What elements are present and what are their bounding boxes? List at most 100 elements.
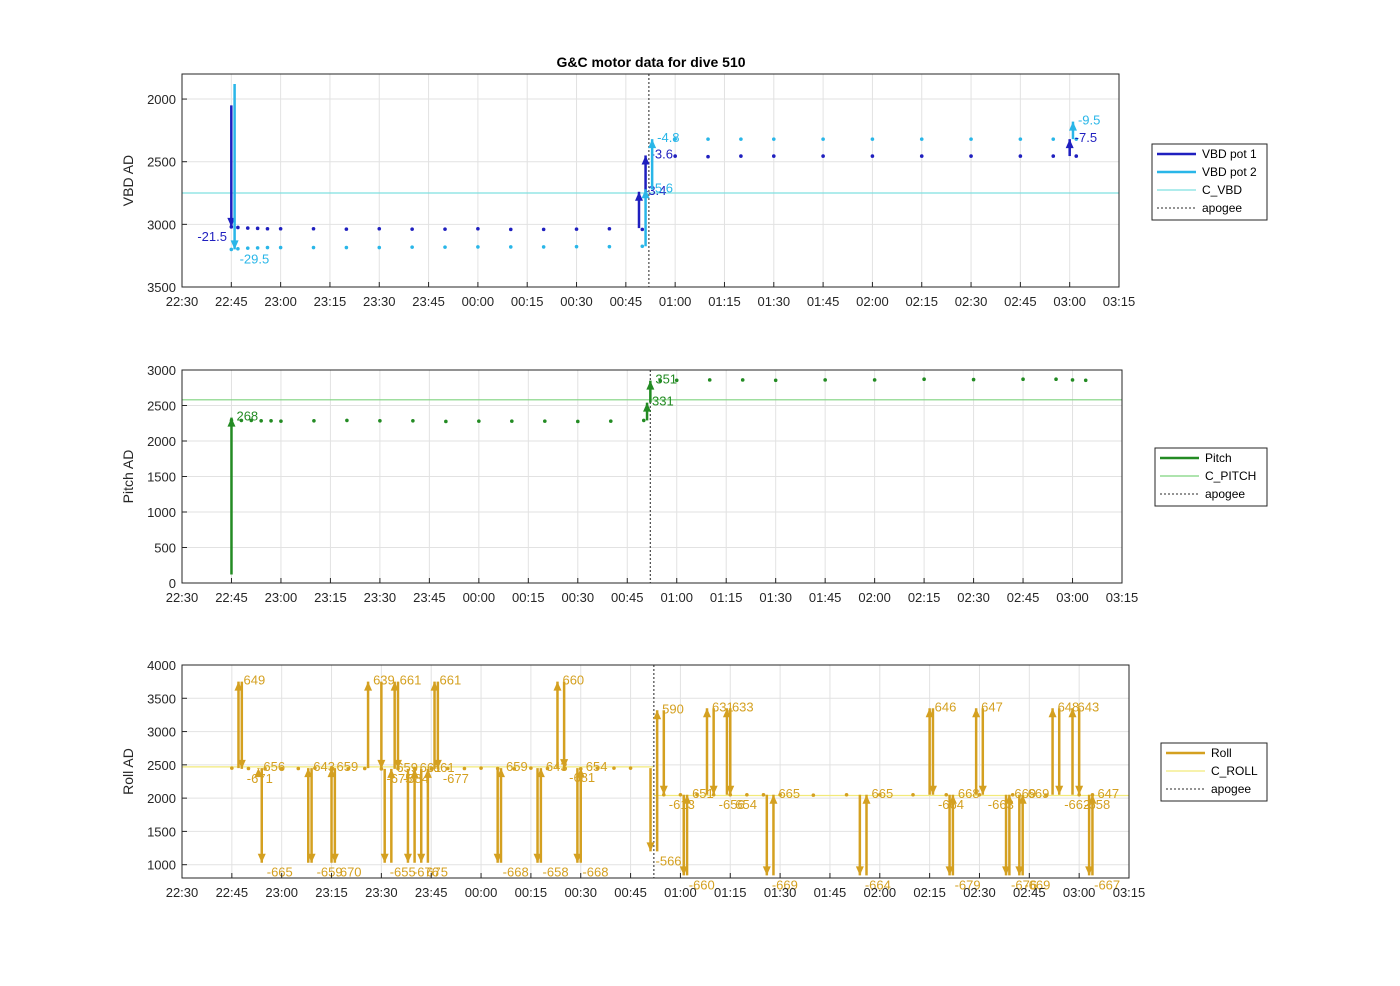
event-label: -655: [390, 865, 416, 880]
data-point: [607, 244, 612, 249]
data-point: [239, 418, 244, 423]
data-point: [245, 246, 250, 250]
data-point: [870, 137, 875, 141]
y-tick-label: 2500: [147, 399, 176, 414]
event-label: 660: [562, 673, 584, 688]
data-point: [476, 226, 480, 231]
axes-frame: [181, 664, 1130, 879]
y-tick-label: 0: [169, 576, 176, 591]
y-tick-label: 2500: [147, 758, 176, 773]
x-tick-label: 03:00: [1056, 590, 1089, 605]
y-tick-label: 1500: [147, 470, 176, 485]
event-label: -677: [443, 771, 469, 786]
data-point: [673, 154, 677, 158]
event-arrow-head: [330, 853, 339, 863]
x-tick-label: 01:45: [807, 294, 840, 309]
event-arrow-head: [648, 139, 657, 149]
event-arrow-head: [403, 853, 412, 863]
x-tick-label: 22:30: [166, 294, 199, 309]
data-point: [823, 378, 827, 382]
legend-entry: apogee: [1205, 487, 1245, 501]
data-point: [919, 154, 924, 158]
x-tick-label: 02:30: [955, 294, 988, 309]
data-point: [362, 766, 367, 771]
x-tick-label: 02:15: [905, 294, 938, 309]
x-tick-label: 02:30: [963, 885, 996, 900]
y-tick-label: 3000: [147, 725, 176, 740]
event-arrow-head: [709, 785, 718, 795]
x-tick-label: 23:45: [413, 590, 446, 605]
x-tick-label: 02:45: [1004, 294, 1037, 309]
x-tick-label: 02:15: [913, 885, 946, 900]
event-label: -7.5: [1075, 130, 1097, 145]
event-label: 654: [735, 797, 757, 812]
event-arrow-head: [237, 759, 246, 769]
data-point: [911, 792, 915, 797]
y-tick-label: 2000: [147, 434, 176, 449]
data-point: [761, 792, 766, 797]
event-label: 661: [400, 673, 422, 688]
event-arrow-head: [1055, 785, 1064, 795]
event-label: 647: [981, 699, 1003, 714]
data-point: [278, 226, 283, 231]
x-tick-label: 01:00: [659, 294, 692, 309]
data-point: [479, 766, 483, 770]
data-point: [971, 377, 976, 382]
event-label: 669: [1028, 786, 1050, 801]
data-point: [575, 419, 580, 424]
y-axis-label: VBD AD: [120, 155, 136, 206]
y-tick-label: 3500: [147, 691, 176, 706]
event-arrow-head: [683, 794, 692, 804]
data-point: [844, 792, 849, 797]
data-point: [246, 766, 251, 771]
data-point: [1044, 793, 1048, 797]
x-tick-label: 22:30: [166, 590, 199, 605]
event-arrow-head: [536, 768, 545, 778]
x-tick-label: 23:00: [265, 590, 298, 605]
x-tick-label: 01:30: [764, 885, 797, 900]
event-arrow-head: [726, 785, 735, 795]
event-arrow-head: [641, 189, 650, 199]
event-arrow-head: [1002, 866, 1011, 876]
event-label: 654: [586, 759, 608, 774]
data-point: [279, 766, 284, 771]
event-arrow-head: [862, 794, 871, 804]
event-arrow-head: [493, 853, 502, 863]
x-tick-label: 00:15: [511, 294, 544, 309]
x-tick-label: 00:15: [515, 885, 548, 900]
event-arrow-head: [227, 417, 236, 427]
event-arrow-head: [390, 681, 399, 691]
event-arrow-head: [576, 768, 585, 778]
event-arrow-head: [234, 681, 243, 691]
event-arrow-head: [327, 768, 336, 778]
event-arrow-head: [1048, 708, 1057, 718]
event-arrow-head: [641, 155, 650, 165]
x-tick-label: 22:45: [216, 885, 249, 900]
x-tick-label: 00:30: [562, 590, 595, 605]
event-arrow-head: [496, 768, 505, 778]
data-point: [1021, 377, 1025, 382]
event-label: -613: [669, 797, 695, 812]
x-tick-label: 03:15: [1113, 885, 1146, 900]
data-point: [263, 767, 267, 771]
data-point: [778, 792, 782, 797]
event-label: 651: [692, 786, 714, 801]
data-point: [641, 418, 646, 423]
event-arrow-head: [855, 866, 864, 876]
data-point: [377, 245, 382, 250]
axes-panel-2: 268 331 351 22:30 22:45 23:00 23:15 23:30 23:45 0…: [120, 363, 1268, 605]
x-tick-label: 23:30: [364, 590, 397, 605]
data-point: [628, 766, 633, 770]
x-tick-label: 00:30: [560, 294, 593, 309]
data-point: [1074, 154, 1079, 158]
data-point: [607, 226, 612, 231]
event-arrow-head: [573, 853, 582, 863]
event-label: 668: [958, 786, 980, 801]
data-point: [508, 245, 513, 249]
plot-area: [182, 74, 1119, 287]
data-point: [477, 419, 481, 423]
data-point: [236, 225, 240, 230]
axes-frame: [181, 73, 1120, 288]
event-arrow-head: [430, 681, 439, 691]
x-tick-label: 02:00: [864, 885, 897, 900]
